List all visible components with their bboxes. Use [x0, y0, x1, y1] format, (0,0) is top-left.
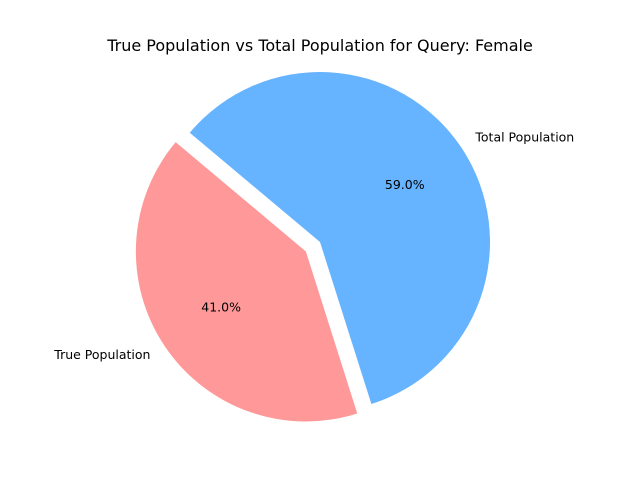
pie-slices	[135, 72, 490, 422]
slice-percent-label: 59.0%	[385, 177, 425, 192]
pie-slice-total-population	[189, 72, 490, 405]
pie-labels: True Population 41.0% Total Population 59.0…	[53, 129, 574, 362]
pie-slice-true-population	[135, 142, 358, 422]
slice-label: Total Population	[474, 129, 574, 144]
chart-title: True Population vs Total Population for …	[106, 36, 533, 55]
slice-label: True Population	[53, 347, 150, 362]
slice-percent-label: 41.0%	[201, 300, 241, 315]
